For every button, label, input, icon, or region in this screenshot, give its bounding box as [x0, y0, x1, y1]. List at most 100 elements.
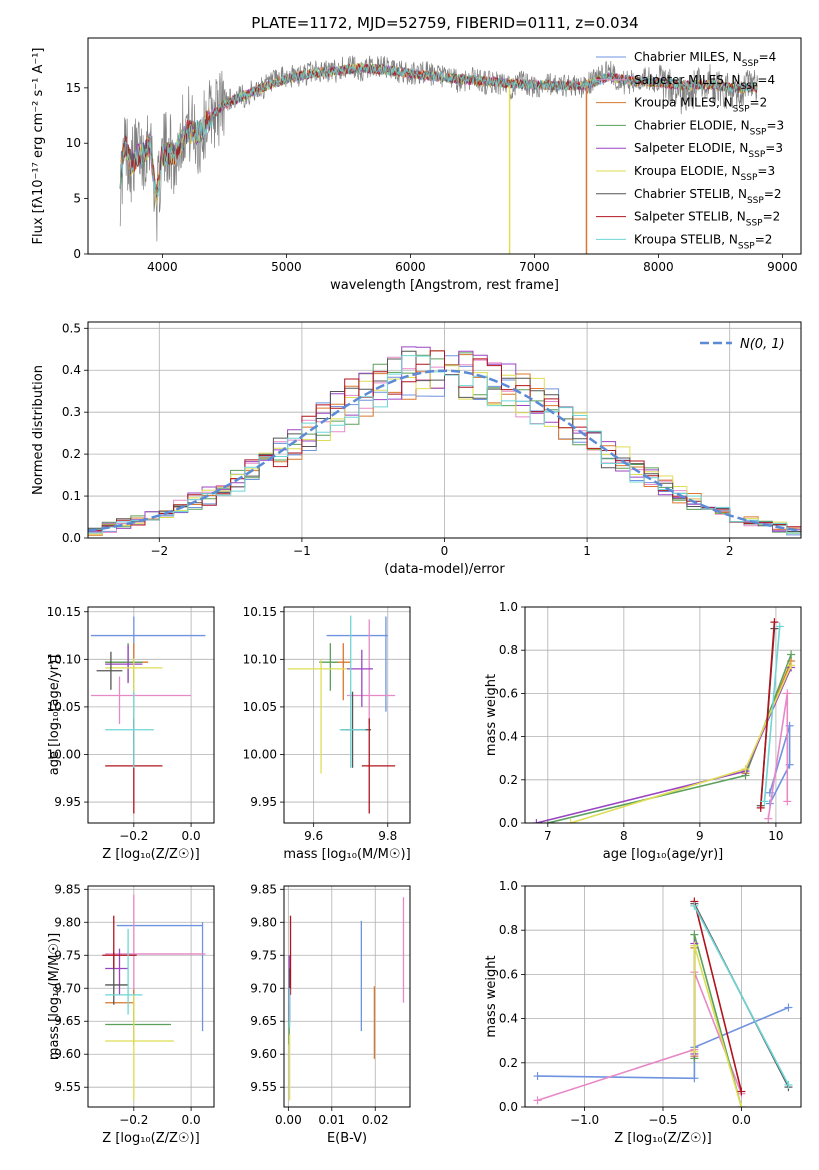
x-tick-label: 0.02 — [362, 1113, 389, 1127]
y-tick-label: 10.00 — [47, 747, 81, 761]
residual-histogram — [88, 350, 801, 538]
y-tick-label: 1.0 — [499, 879, 518, 893]
x-axis-label: E(B-V) — [327, 1131, 367, 1146]
x-axis-label: mass [log₁₀(M/M☉)] — [283, 847, 410, 862]
weight-series-line — [536, 667, 792, 823]
age_vs_Z-panel: −0.2 0.0 9.95 10.00 10.05 10.10 10.15 Z [log₁₀(… — [47, 605, 215, 862]
observed-spectrum-line — [119, 55, 758, 242]
y-tick-label: 9.95 — [250, 795, 277, 809]
legend-label: Kroupa ELODIE, NSSP=3 — [634, 164, 775, 183]
axes-frame — [524, 885, 802, 1108]
legend-label: Salpeter ELODIE, NSSP=3 — [634, 141, 783, 160]
x-tick-label: −1 — [293, 544, 311, 558]
x-axis-label: Z [log₁₀(Z/Z☉)] — [102, 1131, 199, 1146]
mass_vs_Z-plot-area — [102, 894, 206, 1101]
axes-frame — [87, 37, 802, 255]
weight_vs_age-plot-area — [532, 618, 796, 823]
spectrum-legend: Chabrier MILES, NSSP=4 Salpeter MILES, NS… — [596, 50, 784, 251]
y-tick-label: 9.70 — [54, 981, 81, 995]
y-tick-label: 9.80 — [250, 915, 277, 929]
y-tick-label: 10.15 — [243, 605, 277, 619]
y-axis-label: Normed distribution — [31, 365, 46, 495]
x-tick-label: −1.0 — [570, 1113, 599, 1127]
weight-series-line — [693, 901, 743, 1092]
y-tick-label: 9.60 — [54, 1047, 81, 1061]
spectrum-panel: 4000 5000 6000 7000 8000 9000 0 5 10 15 wavelength… — [31, 37, 802, 293]
x-tick-label: 7000 — [519, 260, 550, 274]
y-tick-label: 9.80 — [54, 915, 81, 929]
axes-frame — [87, 321, 802, 539]
weight-series-line — [537, 1006, 789, 1080]
y-tick-label: 10.15 — [47, 605, 81, 619]
residual-histogram — [88, 355, 801, 538]
mass_vs_EBV-panel: 0.00 0.01 0.02 9.55 9.60 9.65 9.70 9.75 9.80 9.85… — [250, 882, 411, 1146]
x-tick-label: 0.0 — [182, 1113, 201, 1127]
x-tick-label: 4000 — [147, 260, 178, 274]
legend-label: Chabrier MILES, NSSP=4 — [634, 50, 776, 69]
model-spectrum-line — [119, 63, 758, 197]
legend-label: Kroupa MILES, NSSP=2 — [634, 96, 767, 115]
weight-series-line — [537, 971, 743, 1102]
x-tick-label: 0.01 — [318, 1113, 345, 1127]
y-tick-label: 0.3 — [62, 405, 81, 419]
y-tick-label: 0.6 — [499, 967, 518, 981]
residuals-legend: N(0, 1) — [700, 337, 785, 352]
y-tick-label: 0.8 — [499, 643, 518, 657]
y-tick-label: 9.55 — [54, 1080, 81, 1094]
y-tick-label: 0.0 — [499, 816, 518, 830]
weight-series-line — [693, 945, 743, 1107]
weight_vs_age-panel: 7 8 9 10 0.0 0.2 0.4 0.6 0.8 1.0 age [log₁₀(age/yr… — [484, 600, 802, 862]
weight-series-line — [769, 725, 791, 804]
legend-label: N(0, 1) — [740, 337, 785, 352]
y-axis-label: mass weight — [484, 955, 499, 1037]
spectrum-plot-area — [119, 55, 758, 254]
y-tick-label: 9.55 — [250, 1080, 277, 1094]
x-tick-label: 6000 — [395, 260, 426, 274]
x-tick-label: 9000 — [767, 260, 798, 274]
y-tick-label: 0.5 — [62, 321, 81, 335]
normal-curve — [88, 369, 801, 532]
y-tick-label: 9.70 — [250, 981, 277, 995]
y-tick-label: 9.85 — [250, 882, 277, 896]
y-tick-label: 10.05 — [243, 700, 277, 714]
weight-series-line — [759, 622, 776, 808]
axes-frame — [283, 885, 411, 1108]
age_vs_Z-plot-area — [90, 616, 206, 814]
residuals-plot-area — [88, 346, 801, 538]
y-tick-label: 0.4 — [499, 1012, 518, 1026]
x-tick-label: −0.2 — [119, 1113, 148, 1127]
y-tick-label: 0.4 — [62, 363, 81, 377]
y-tick-label: 0.2 — [499, 1056, 518, 1070]
y-tick-label: 10.05 — [47, 700, 81, 714]
x-tick-label: 9.6 — [304, 829, 323, 843]
y-tick-label: 10.10 — [47, 652, 81, 666]
y-tick-label: 10.00 — [243, 747, 277, 761]
y-tick-label: 0.0 — [62, 531, 81, 545]
age_vs_mass-panel: 9.6 9.8 9.95 10.00 10.05 10.10 10.15 mass [log₁… — [243, 605, 411, 862]
axes-frame — [283, 606, 411, 824]
y-tick-label: 1.0 — [499, 600, 518, 614]
y-tick-label: 9.60 — [250, 1047, 277, 1061]
legend-label: Salpeter MILES, NSSP=4 — [634, 73, 775, 92]
y-tick-label: 9.75 — [250, 948, 277, 962]
x-tick-label: −2 — [150, 544, 168, 558]
x-tick-label: 1 — [583, 544, 591, 558]
y-tick-label: 9.75 — [54, 948, 81, 962]
mass_vs_EBV-plot-area — [288, 897, 405, 1101]
y-axis-label: Flux [fλ10⁻¹⁷ erg cm⁻² s⁻¹ A⁻¹] — [31, 48, 46, 245]
y-tick-label: 9.65 — [250, 1014, 277, 1028]
y-tick-label: 10 — [66, 136, 81, 150]
axes-frame — [524, 606, 802, 824]
y-axis-label: age [log₁₀(age/yr)] — [47, 655, 62, 776]
legend-label: Kroupa STELIB, NSSP=2 — [634, 232, 772, 251]
x-tick-label: 5000 — [271, 260, 302, 274]
y-tick-label: 0.2 — [62, 447, 81, 461]
y-tick-label: 0.6 — [499, 686, 518, 700]
x-tick-label: 8000 — [643, 260, 674, 274]
y-tick-label: 0.8 — [499, 923, 518, 937]
x-tick-label: 7 — [544, 829, 552, 843]
x-tick-label: 0.0 — [182, 829, 201, 843]
axes-frame — [87, 885, 215, 1108]
x-tick-label: 0.00 — [275, 1113, 302, 1127]
x-tick-label: −0.5 — [648, 1113, 677, 1127]
